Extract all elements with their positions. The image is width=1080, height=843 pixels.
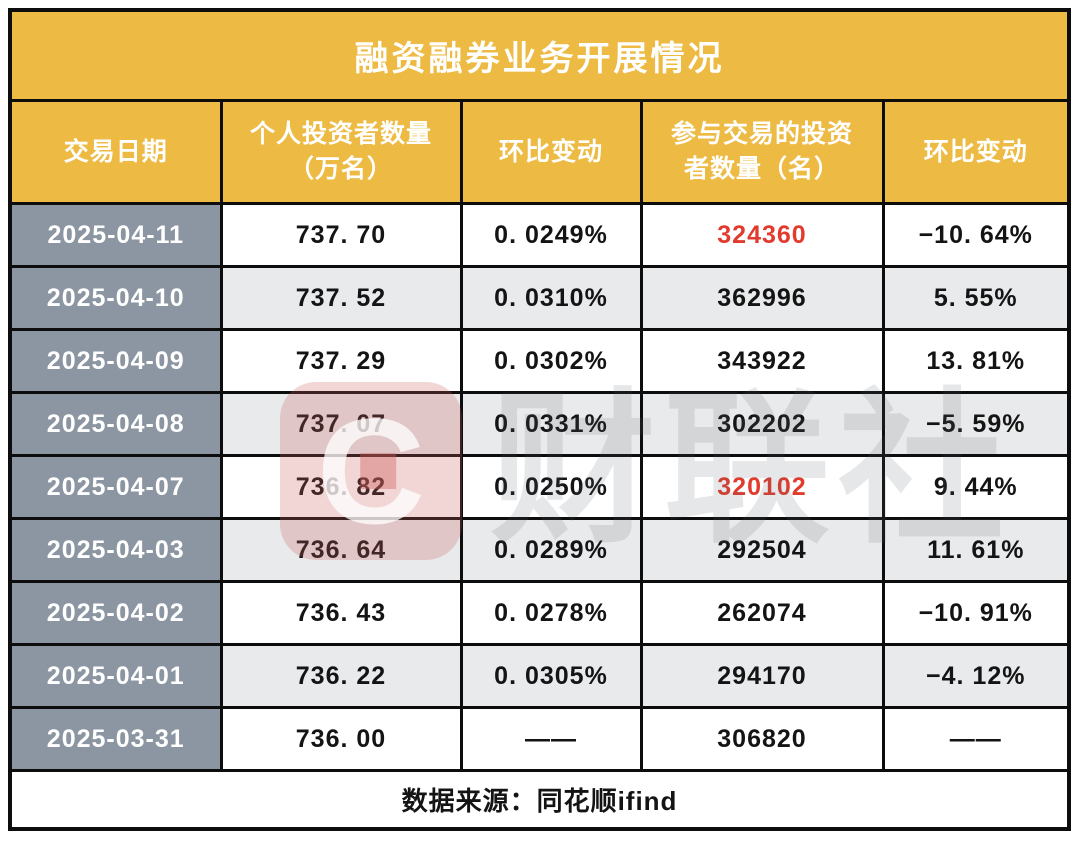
table-title: 融资融券业务开展情况: [8, 8, 1071, 102]
data-source-label: 数据来源：同花顺ifind: [8, 769, 1071, 831]
table-row: 2025-03-31 736. 00 —— 306820 ——: [8, 706, 1071, 772]
participants-mom-cell: 11. 61%: [881, 517, 1071, 583]
participants-mom-cell: 9. 44%: [881, 454, 1071, 520]
participants-count-cell: 362996: [639, 265, 885, 331]
participants-mom-cell: 5. 55%: [881, 265, 1071, 331]
investors-count-cell: 737. 52: [219, 265, 463, 331]
table-row: 2025-04-08 737. 07 0. 0331% 302202 −5. 5…: [8, 391, 1071, 457]
investors-mom-cell: ——: [459, 706, 643, 772]
investors-count-cell: 736. 64: [219, 517, 463, 583]
investors-mom-cell: 0. 0289%: [459, 517, 643, 583]
participants-count-cell: 292504: [639, 517, 885, 583]
investors-mom-cell: 0. 0310%: [459, 265, 643, 331]
date-cell: 2025-04-09: [8, 328, 223, 394]
participants-mom-cell: 13. 81%: [881, 328, 1071, 394]
title-row: 融资融券业务开展情况: [8, 8, 1071, 102]
col-header-participating-investors: 参与交易的投资 者数量（名）: [639, 99, 885, 205]
date-cell: 2025-04-10: [8, 265, 223, 331]
participants-count-cell: 294170: [639, 643, 885, 709]
participants-mom-cell: −4. 12%: [881, 643, 1071, 709]
participants-count-cell: 306820: [639, 706, 885, 772]
table-row: 2025-04-09 737. 29 0. 0302% 343922 13. 8…: [8, 328, 1071, 394]
data-table: 融资融券业务开展情况 交易日期 个人投资者数量 （万名） 环比变动 参与交易的投…: [8, 8, 1071, 831]
investors-count-cell: 737. 70: [219, 202, 463, 268]
col-header-trade-date: 交易日期: [8, 99, 223, 205]
participants-count-cell: 324360: [639, 202, 885, 268]
participants-mom-cell: ——: [881, 706, 1071, 772]
table-row: 2025-04-01 736. 22 0. 0305% 294170 −4. 1…: [8, 643, 1071, 709]
date-cell: 2025-04-08: [8, 391, 223, 457]
investors-mom-cell: 0. 0249%: [459, 202, 643, 268]
participants-mom-cell: −10. 91%: [881, 580, 1071, 646]
table-row: 2025-04-02 736. 43 0. 0278% 262074 −10. …: [8, 580, 1071, 646]
col-header-mom-change-2: 环比变动: [881, 99, 1071, 205]
footer-row: 数据来源：同花顺ifind: [8, 769, 1071, 831]
margin-trading-table-graphic: 融资融券业务开展情况 交易日期 个人投资者数量 （万名） 环比变动 参与交易的投…: [8, 8, 1071, 831]
date-cell: 2025-04-03: [8, 517, 223, 583]
participants-count-cell: 302202: [639, 391, 885, 457]
col-header-mom-change-1: 环比变动: [459, 99, 643, 205]
investors-mom-cell: 0. 0250%: [459, 454, 643, 520]
investors-count-cell: 737. 07: [219, 391, 463, 457]
header-row: 交易日期 个人投资者数量 （万名） 环比变动 参与交易的投资 者数量（名） 环比…: [8, 99, 1071, 205]
investors-mom-cell: 0. 0278%: [459, 580, 643, 646]
investors-count-cell: 736. 22: [219, 643, 463, 709]
investors-count-cell: 737. 29: [219, 328, 463, 394]
investors-mom-cell: 0. 0331%: [459, 391, 643, 457]
col-header-individual-investors: 个人投资者数量 （万名）: [219, 99, 463, 205]
table-row: 2025-04-07 736. 82 0. 0250% 320102 9. 44…: [8, 454, 1071, 520]
date-cell: 2025-04-01: [8, 643, 223, 709]
participants-mom-cell: −5. 59%: [881, 391, 1071, 457]
date-cell: 2025-04-07: [8, 454, 223, 520]
date-cell: 2025-04-02: [8, 580, 223, 646]
participants-mom-cell: −10. 64%: [881, 202, 1071, 268]
date-cell: 2025-03-31: [8, 706, 223, 772]
date-cell: 2025-04-11: [8, 202, 223, 268]
participants-count-cell: 320102: [639, 454, 885, 520]
table-row: 2025-04-03 736. 64 0. 0289% 292504 11. 6…: [8, 517, 1071, 583]
participants-count-cell: 262074: [639, 580, 885, 646]
participants-count-cell: 343922: [639, 328, 885, 394]
table-row: 2025-04-10 737. 52 0. 0310% 362996 5. 55…: [8, 265, 1071, 331]
investors-mom-cell: 0. 0305%: [459, 643, 643, 709]
investors-count-cell: 736. 43: [219, 580, 463, 646]
table-row: 2025-04-11 737. 70 0. 0249% 324360 −10. …: [8, 202, 1071, 268]
investors-count-cell: 736. 00: [219, 706, 463, 772]
investors-count-cell: 736. 82: [219, 454, 463, 520]
investors-mom-cell: 0. 0302%: [459, 328, 643, 394]
